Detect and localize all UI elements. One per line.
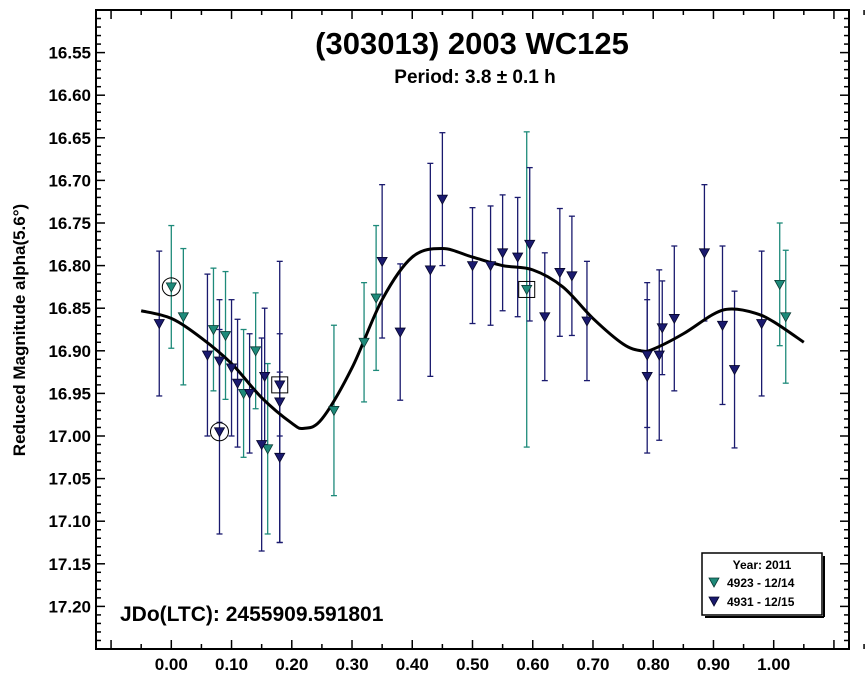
chart-title: (303013) 2003 WC125 bbox=[315, 26, 629, 61]
data-point-4923 bbox=[262, 444, 274, 455]
data-point-4923 bbox=[358, 337, 370, 349]
y-axis-title: Reduced Magnitude alpha(5.6°) bbox=[10, 204, 29, 456]
boxed-point-marker bbox=[271, 376, 289, 394]
data-point-4931 bbox=[225, 363, 238, 374]
data-point-4923 bbox=[207, 325, 220, 336]
y-tick-label: 16.85 bbox=[48, 299, 91, 318]
error-bars bbox=[156, 131, 789, 552]
x-tick-label: 0.60 bbox=[516, 655, 549, 674]
data-point-4931 bbox=[394, 327, 406, 338]
data-point-4931 bbox=[698, 248, 711, 259]
circled-point-marker bbox=[209, 422, 229, 442]
data-point-4923 bbox=[177, 312, 190, 323]
y-tick-label: 16.80 bbox=[48, 257, 91, 276]
data-point-4931 bbox=[258, 371, 271, 383]
data-point-4931 bbox=[656, 323, 668, 334]
y-tick-labels: 16.55 16.60 16.65 16.70 16.75 16.80 16.85 16.90… bbox=[48, 44, 91, 617]
legend-box bbox=[701, 552, 823, 616]
data-point-4923 bbox=[780, 312, 792, 323]
circled-point-marker bbox=[161, 277, 181, 297]
x-tick-label: 0.40 bbox=[396, 655, 429, 674]
data-point-4931 bbox=[554, 268, 566, 279]
data-point-4931 bbox=[728, 365, 741, 376]
y-tick-label: 16.65 bbox=[48, 129, 91, 148]
y-tick-label: 16.75 bbox=[48, 214, 91, 233]
y-tick-label: 16.95 bbox=[48, 384, 91, 403]
data-point-4931 bbox=[201, 350, 214, 361]
data-point-4923 bbox=[165, 282, 177, 293]
data-point-4931 bbox=[255, 440, 268, 451]
data-point-4931 bbox=[243, 388, 256, 400]
legend-entry-4923: 4923 - 12/14 bbox=[727, 576, 795, 590]
data-point-4923 bbox=[521, 285, 533, 296]
boxed-point-marker bbox=[518, 280, 536, 298]
x-tick-label: 0.00 bbox=[155, 655, 188, 674]
data-point-4931 bbox=[153, 319, 165, 330]
y-tick-label: 17.20 bbox=[48, 597, 91, 616]
data-point-4931 bbox=[274, 397, 286, 408]
data-point-4931 bbox=[496, 248, 509, 259]
x-tick-label: 0.70 bbox=[576, 655, 609, 674]
data-point-4931 bbox=[274, 380, 286, 391]
y-tick-label: 17.15 bbox=[48, 555, 91, 574]
x-tick-label: 0.50 bbox=[456, 655, 489, 674]
data-point-4931 bbox=[716, 320, 729, 332]
data-point-4931 bbox=[539, 312, 551, 323]
legend: Year: 2011 4923 - 12/14 4931 - 12/15 bbox=[701, 552, 825, 618]
tick-marks bbox=[96, 9, 865, 650]
y-tick-label: 16.90 bbox=[48, 342, 91, 361]
legend-marker-4931 bbox=[708, 596, 720, 607]
data-point-4931 bbox=[231, 378, 244, 389]
data-point-4931 bbox=[466, 261, 479, 272]
y-tick-label: 17.00 bbox=[48, 427, 91, 446]
y-tick-label: 16.55 bbox=[48, 44, 91, 63]
data-point-4931 bbox=[524, 239, 536, 251]
x-tick-label: 0.20 bbox=[275, 655, 308, 674]
data-markers bbox=[153, 194, 792, 464]
data-point-4931 bbox=[376, 256, 388, 268]
data-point-4923 bbox=[774, 279, 786, 291]
data-point-4923 bbox=[219, 331, 232, 342]
data-point-4931 bbox=[424, 265, 437, 276]
data-point-4931 bbox=[653, 350, 665, 361]
data-point-4931 bbox=[668, 314, 680, 325]
data-point-4931 bbox=[484, 261, 497, 272]
jd-annotation: JDo(LTC): 2455909.591801 bbox=[120, 603, 384, 626]
x-tick-label: 0.80 bbox=[637, 655, 670, 674]
fit-curve bbox=[140, 247, 805, 431]
y-tick-label: 17.05 bbox=[48, 470, 91, 489]
data-point-4931 bbox=[641, 350, 653, 361]
legend-title: Year: 2011 bbox=[733, 558, 792, 572]
legend-marker-4923 bbox=[708, 577, 720, 588]
data-point-4931 bbox=[274, 452, 286, 464]
data-point-4931 bbox=[436, 194, 449, 205]
chart-subtitle: Period: 3.8 ± 0.1 h bbox=[394, 67, 555, 88]
data-point-4931 bbox=[755, 319, 768, 330]
y-tick-label: 16.60 bbox=[48, 86, 91, 105]
data-point-4923 bbox=[328, 406, 340, 417]
y-tick-label: 16.70 bbox=[48, 171, 91, 190]
data-point-4923 bbox=[370, 293, 382, 304]
x-tick-label: 0.90 bbox=[697, 655, 730, 674]
data-point-4931 bbox=[213, 356, 226, 367]
data-point-4931 bbox=[566, 271, 578, 282]
x-tick-label: 1.00 bbox=[757, 655, 790, 674]
x-tick-labels: 0.00 0.10 0.20 0.30 0.40 0.50 0.60 0.70 0.80 0.90… bbox=[155, 655, 790, 674]
legend-entry-4931: 4931 - 12/15 bbox=[727, 595, 795, 609]
data-point-4931 bbox=[641, 371, 653, 383]
data-point-4923 bbox=[249, 346, 262, 357]
x-tick-label: 0.30 bbox=[335, 655, 368, 674]
data-point-4931 bbox=[581, 316, 593, 327]
data-point-4931 bbox=[512, 252, 524, 263]
data-point-4931 bbox=[213, 427, 226, 438]
y-tick-label: 17.10 bbox=[48, 512, 91, 531]
x-tick-label: 0.10 bbox=[215, 655, 248, 674]
